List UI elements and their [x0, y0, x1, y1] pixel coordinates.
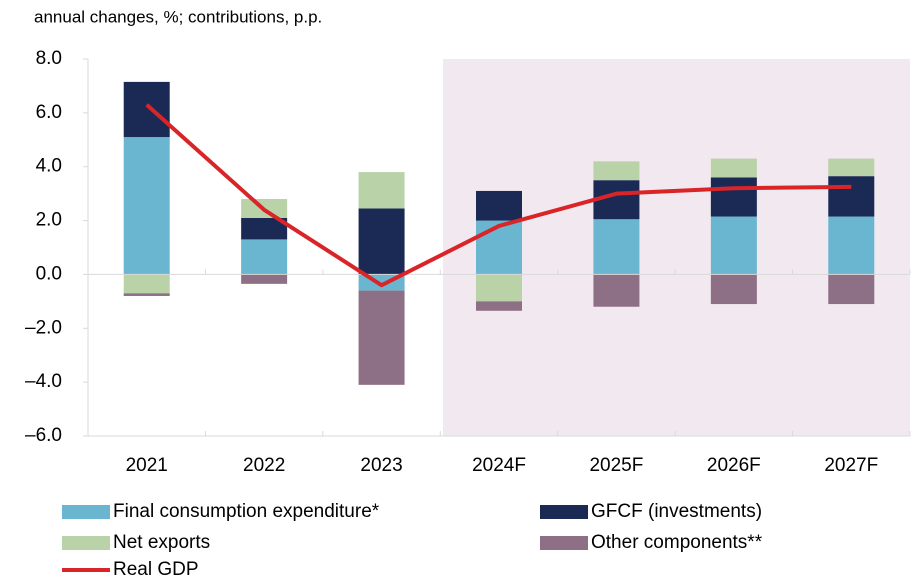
- y-tick-label: –2.0: [25, 317, 62, 338]
- line: [145, 103, 852, 288]
- chart-title: annual changes, %; contributions, p.p.: [34, 7, 322, 26]
- bar-segment: [123, 274, 170, 294]
- bar-segment: [358, 290, 405, 385]
- bar-segment: [710, 216, 757, 275]
- bar-segment: [241, 274, 288, 284]
- bar-segment: [828, 176, 875, 217]
- x-tick-label: 2023: [360, 455, 402, 476]
- bar-segment: [476, 274, 522, 302]
- bar-segment: [476, 301, 522, 311]
- legend-label: GFCF (investments): [591, 501, 762, 522]
- bar-segment: [710, 274, 757, 305]
- y-tick-label: 0.0: [36, 263, 62, 284]
- bar-segment: [241, 239, 288, 275]
- bar-segment: [593, 161, 640, 181]
- legend-swatch: [62, 505, 110, 519]
- bar-segment: [358, 172, 405, 209]
- legend-swatch: [62, 536, 110, 550]
- bar-segment: [241, 217, 288, 240]
- legend-label: Final consumption expenditure*: [113, 501, 380, 522]
- bar-segment: [593, 219, 640, 275]
- y-tick-label: 2.0: [36, 210, 62, 231]
- x-tick-label: 2026F: [707, 455, 761, 476]
- x-tick-label: 2022: [243, 455, 285, 476]
- x-tick-label: 2024F: [472, 455, 526, 476]
- x-tick-label: 2027F: [824, 455, 878, 476]
- bar-segment: [710, 177, 757, 217]
- legend-label: Net exports: [113, 532, 210, 553]
- bar-segment: [476, 220, 522, 275]
- bar-segment: [358, 208, 405, 275]
- x-tick-label: 2025F: [589, 455, 643, 476]
- y-tick-label: –4.0: [25, 371, 62, 392]
- bar-segment: [123, 137, 170, 275]
- bar-segment: [123, 81, 170, 138]
- y-tick-label: 4.0: [36, 156, 62, 177]
- bar-segment: [593, 274, 640, 307]
- legend-label: Other components**: [591, 532, 763, 553]
- bar-segment: [828, 158, 875, 177]
- legend-label: Real GDP: [113, 559, 199, 580]
- y-tick-label: 6.0: [36, 102, 62, 123]
- y-tick-label: –6.0: [25, 425, 62, 446]
- x-tick-label: 2021: [126, 455, 168, 476]
- bar-segment: [123, 293, 170, 296]
- legend-swatch: [540, 505, 588, 519]
- bar-segment: [710, 158, 757, 178]
- bar-segment: [828, 216, 875, 275]
- legend-swatch: [540, 536, 588, 550]
- bar-segment: [476, 190, 522, 221]
- bar-segment: [828, 274, 875, 305]
- y-tick-label: 8.0: [36, 48, 62, 69]
